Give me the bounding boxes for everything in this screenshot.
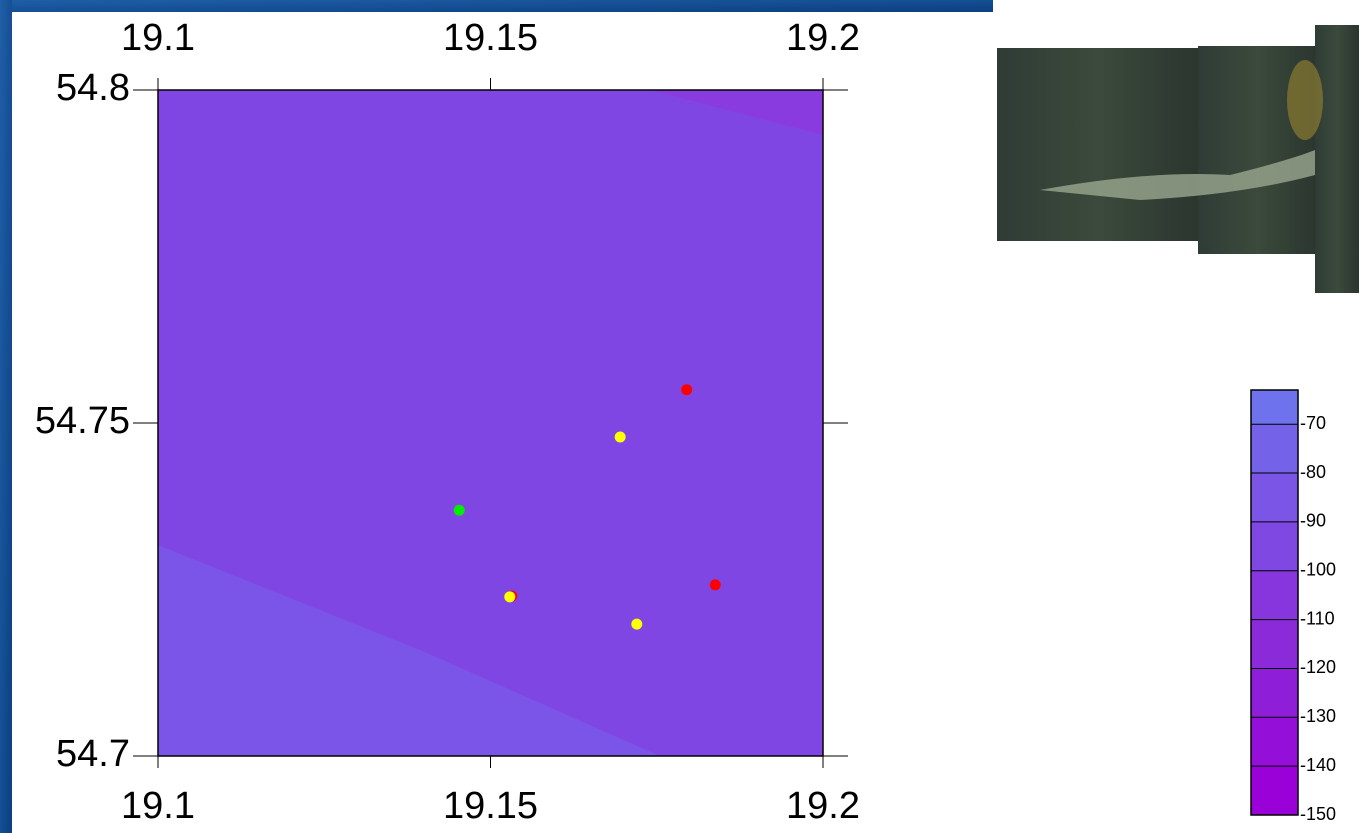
colorbar-tick-label: -120	[1300, 657, 1336, 677]
x-tick-label: 19.2	[786, 17, 860, 59]
x-tick-label: 19.1	[121, 785, 195, 827]
x-tick-label: 19.2	[786, 785, 860, 827]
point	[615, 431, 626, 442]
point	[454, 505, 465, 516]
colorbar-tick-label: -150	[1300, 804, 1336, 824]
colorbar-band	[1251, 571, 1298, 620]
x-tick-label: 19.15	[443, 17, 538, 59]
contour-fill	[158, 90, 823, 756]
y-tick-label: 54.8	[56, 67, 130, 109]
photo-tile	[997, 48, 1202, 241]
colorbar-band	[1251, 522, 1298, 571]
top-band	[0, 0, 993, 12]
x-tick-label: 19.1	[121, 17, 195, 59]
photo	[997, 25, 1359, 293]
photo-blob	[1287, 60, 1323, 140]
colorbar-tick-label: -110	[1300, 608, 1335, 628]
y-tick-label: 54.75	[35, 400, 130, 442]
photo-tile	[1315, 25, 1359, 293]
colorbar-band	[1251, 620, 1298, 669]
point	[504, 591, 515, 602]
colorbar-tick-label: -100	[1300, 559, 1336, 579]
colorbar-band	[1251, 473, 1298, 522]
x-tick-label: 19.15	[443, 785, 538, 827]
point	[710, 579, 721, 590]
colorbar-tick-label: -130	[1300, 706, 1336, 726]
colorbar-tick-label: -90	[1300, 511, 1326, 531]
colorbar-tick-label: -140	[1300, 755, 1336, 775]
point	[681, 384, 692, 395]
colorbar-band	[1251, 766, 1298, 815]
colorbar-band	[1251, 668, 1298, 717]
colorbar-band	[1251, 424, 1298, 473]
y-tick-label: 54.7	[56, 733, 130, 775]
colorbar-tick-label: -80	[1300, 462, 1326, 482]
page: 19.1 19.1 19.15 19.15 19.2 19.2 54.7 54.75 54.8 -…	[0, 0, 1359, 833]
left-band	[0, 0, 12, 833]
colorbar-band	[1251, 717, 1298, 766]
colorbar-band	[1251, 390, 1298, 424]
colorbar-tick-label: -70	[1300, 413, 1326, 433]
point	[631, 619, 642, 630]
